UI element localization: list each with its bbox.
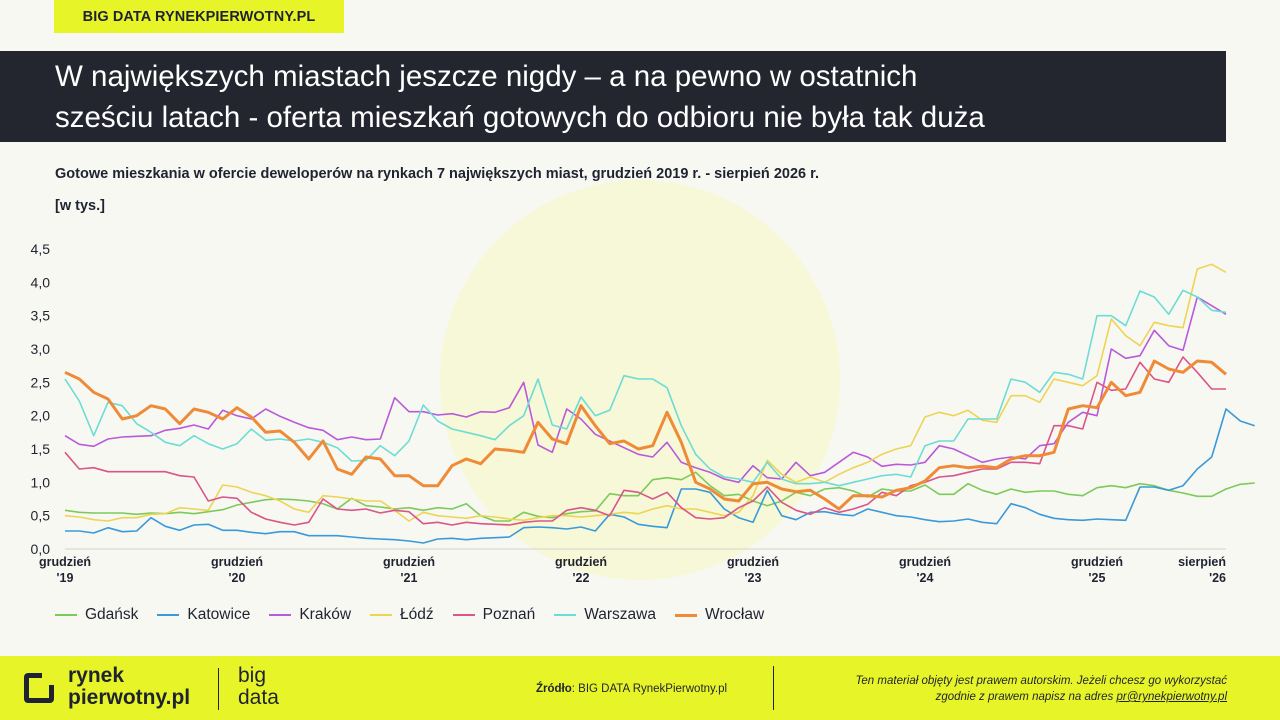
headline: W największych miastach jeszcze nigdy – … — [0, 51, 1226, 142]
legend-swatch — [554, 614, 577, 616]
top-tag: BIG DATA RYNEKPIERWOTNY.PL — [54, 0, 344, 33]
y-tick-label: 1,0 — [31, 474, 51, 490]
headline-line-1: W największych miastach jeszcze nigdy – … — [55, 60, 918, 93]
y-tick-label: 4,0 — [31, 274, 51, 290]
footer: rynek pierwotny.pl big data Źródło: BIG … — [0, 656, 1280, 720]
logo-line-1: rynek — [68, 664, 125, 687]
x-tick-year: '20 — [229, 571, 246, 585]
source-note: Źródło: BIG DATA RynekPierwotny.pl — [536, 683, 727, 695]
legend-swatch — [452, 614, 475, 616]
series-line-warszawa — [64, 289, 1227, 487]
x-tick-year: '19 — [57, 571, 74, 585]
x-tick-label: grudzień — [1071, 555, 1123, 569]
x-tick-label: grudzień — [899, 555, 951, 569]
y-tick-label: 4,5 — [31, 241, 51, 257]
logo-divider — [218, 668, 219, 710]
legend: Gdańsk Katowice Kraków Łódź Poznań Warszawa Wr… — [55, 606, 783, 624]
copyright-note: Ten materiał objęty jest prawem autorski… — [777, 673, 1227, 705]
x-tick-label: grudzień — [727, 555, 779, 569]
y-tick-label: 3,0 — [31, 341, 51, 357]
y-tick-label: 2,5 — [31, 374, 51, 390]
source-label: Źródło — [536, 683, 572, 695]
legend-swatch — [370, 614, 393, 616]
legend-swatch — [675, 613, 697, 617]
x-tick-year: '22 — [573, 571, 590, 585]
logo-line-2: pierwotny.pl — [68, 686, 191, 709]
legend-label: Poznań — [482, 606, 536, 623]
series-line-kraków — [64, 296, 1227, 484]
series-line-katowice — [65, 408, 1255, 544]
legend-item: Katowice — [157, 606, 250, 624]
rynekpierwotny-logo-icon — [24, 673, 54, 703]
legend-label: Łódź — [400, 606, 434, 623]
x-tick-label: grudzień — [383, 555, 435, 569]
x-tick-year: '23 — [745, 571, 762, 585]
legend-item: Łódź — [370, 606, 434, 624]
copyright-line-2: zgodnie z prawem napisz na adres pr@ryne… — [777, 689, 1227, 705]
series-line-wrocław — [64, 359, 1227, 511]
x-tick-label: sierpień — [1178, 555, 1226, 569]
x-tick-label: grudzień — [39, 555, 91, 569]
copyright-line-2-text: zgodnie z prawem napisz na adres — [935, 691, 1117, 703]
x-tick-label: grudzień — [211, 555, 263, 569]
legend-label: Warszawa — [584, 606, 656, 623]
legend-label: Gdańsk — [85, 606, 139, 623]
chart-title: Gotowe mieszkania w ofercie deweloperów … — [55, 166, 819, 182]
big-data-line-1: big — [238, 664, 267, 687]
legend-item: Wrocław — [675, 606, 764, 624]
headline-line-2: sześciu latach - oferta mieszkań gotowyc… — [55, 101, 985, 134]
legend-label: Katowice — [187, 606, 251, 623]
logo-text: rynek pierwotny.pl — [68, 665, 190, 709]
legend-item: Poznań — [452, 606, 536, 624]
footer-divider — [773, 666, 774, 710]
x-tick-label: grudzień — [555, 555, 607, 569]
legend-label: Wrocław — [705, 606, 765, 623]
x-tick-year: '26 — [1209, 571, 1226, 585]
source-text: : BIG DATA RynekPierwotny.pl — [571, 683, 728, 695]
copyright-email-link[interactable]: pr@rynekpierwotny.pl — [1116, 691, 1227, 703]
big-data-logo: big data — [238, 665, 279, 709]
series-line-poznań — [64, 356, 1226, 526]
chart-unit: [w tys.] — [55, 198, 105, 214]
line-chart: 0,0 0,5 1,0 1,5 2,0 2,5 3,0 3,5 4,0 4,5 grudzień '1… — [31, 241, 1255, 585]
y-tick-label: 0,5 — [31, 508, 51, 524]
y-tick-label: 1,5 — [31, 441, 51, 457]
x-tick-year: '24 — [917, 571, 934, 585]
series-line-gdańsk — [64, 471, 1255, 522]
legend-swatch — [269, 614, 292, 616]
y-tick-label: 0,0 — [31, 541, 51, 557]
x-tick-year: '25 — [1089, 571, 1106, 585]
legend-swatch — [55, 614, 77, 616]
big-data-line-2: data — [238, 686, 279, 709]
legend-swatch — [157, 614, 180, 616]
legend-item: Warszawa — [554, 606, 656, 624]
legend-label: Kraków — [299, 606, 352, 623]
copyright-line-1: Ten materiał objęty jest prawem autorski… — [855, 675, 1227, 687]
x-tick-year: '21 — [401, 571, 418, 585]
legend-item: Kraków — [269, 606, 351, 624]
legend-item: Gdańsk — [55, 606, 138, 624]
series-line-łódź — [64, 263, 1227, 522]
y-tick-label: 2,0 — [31, 408, 51, 424]
y-tick-label: 3,5 — [31, 308, 51, 324]
